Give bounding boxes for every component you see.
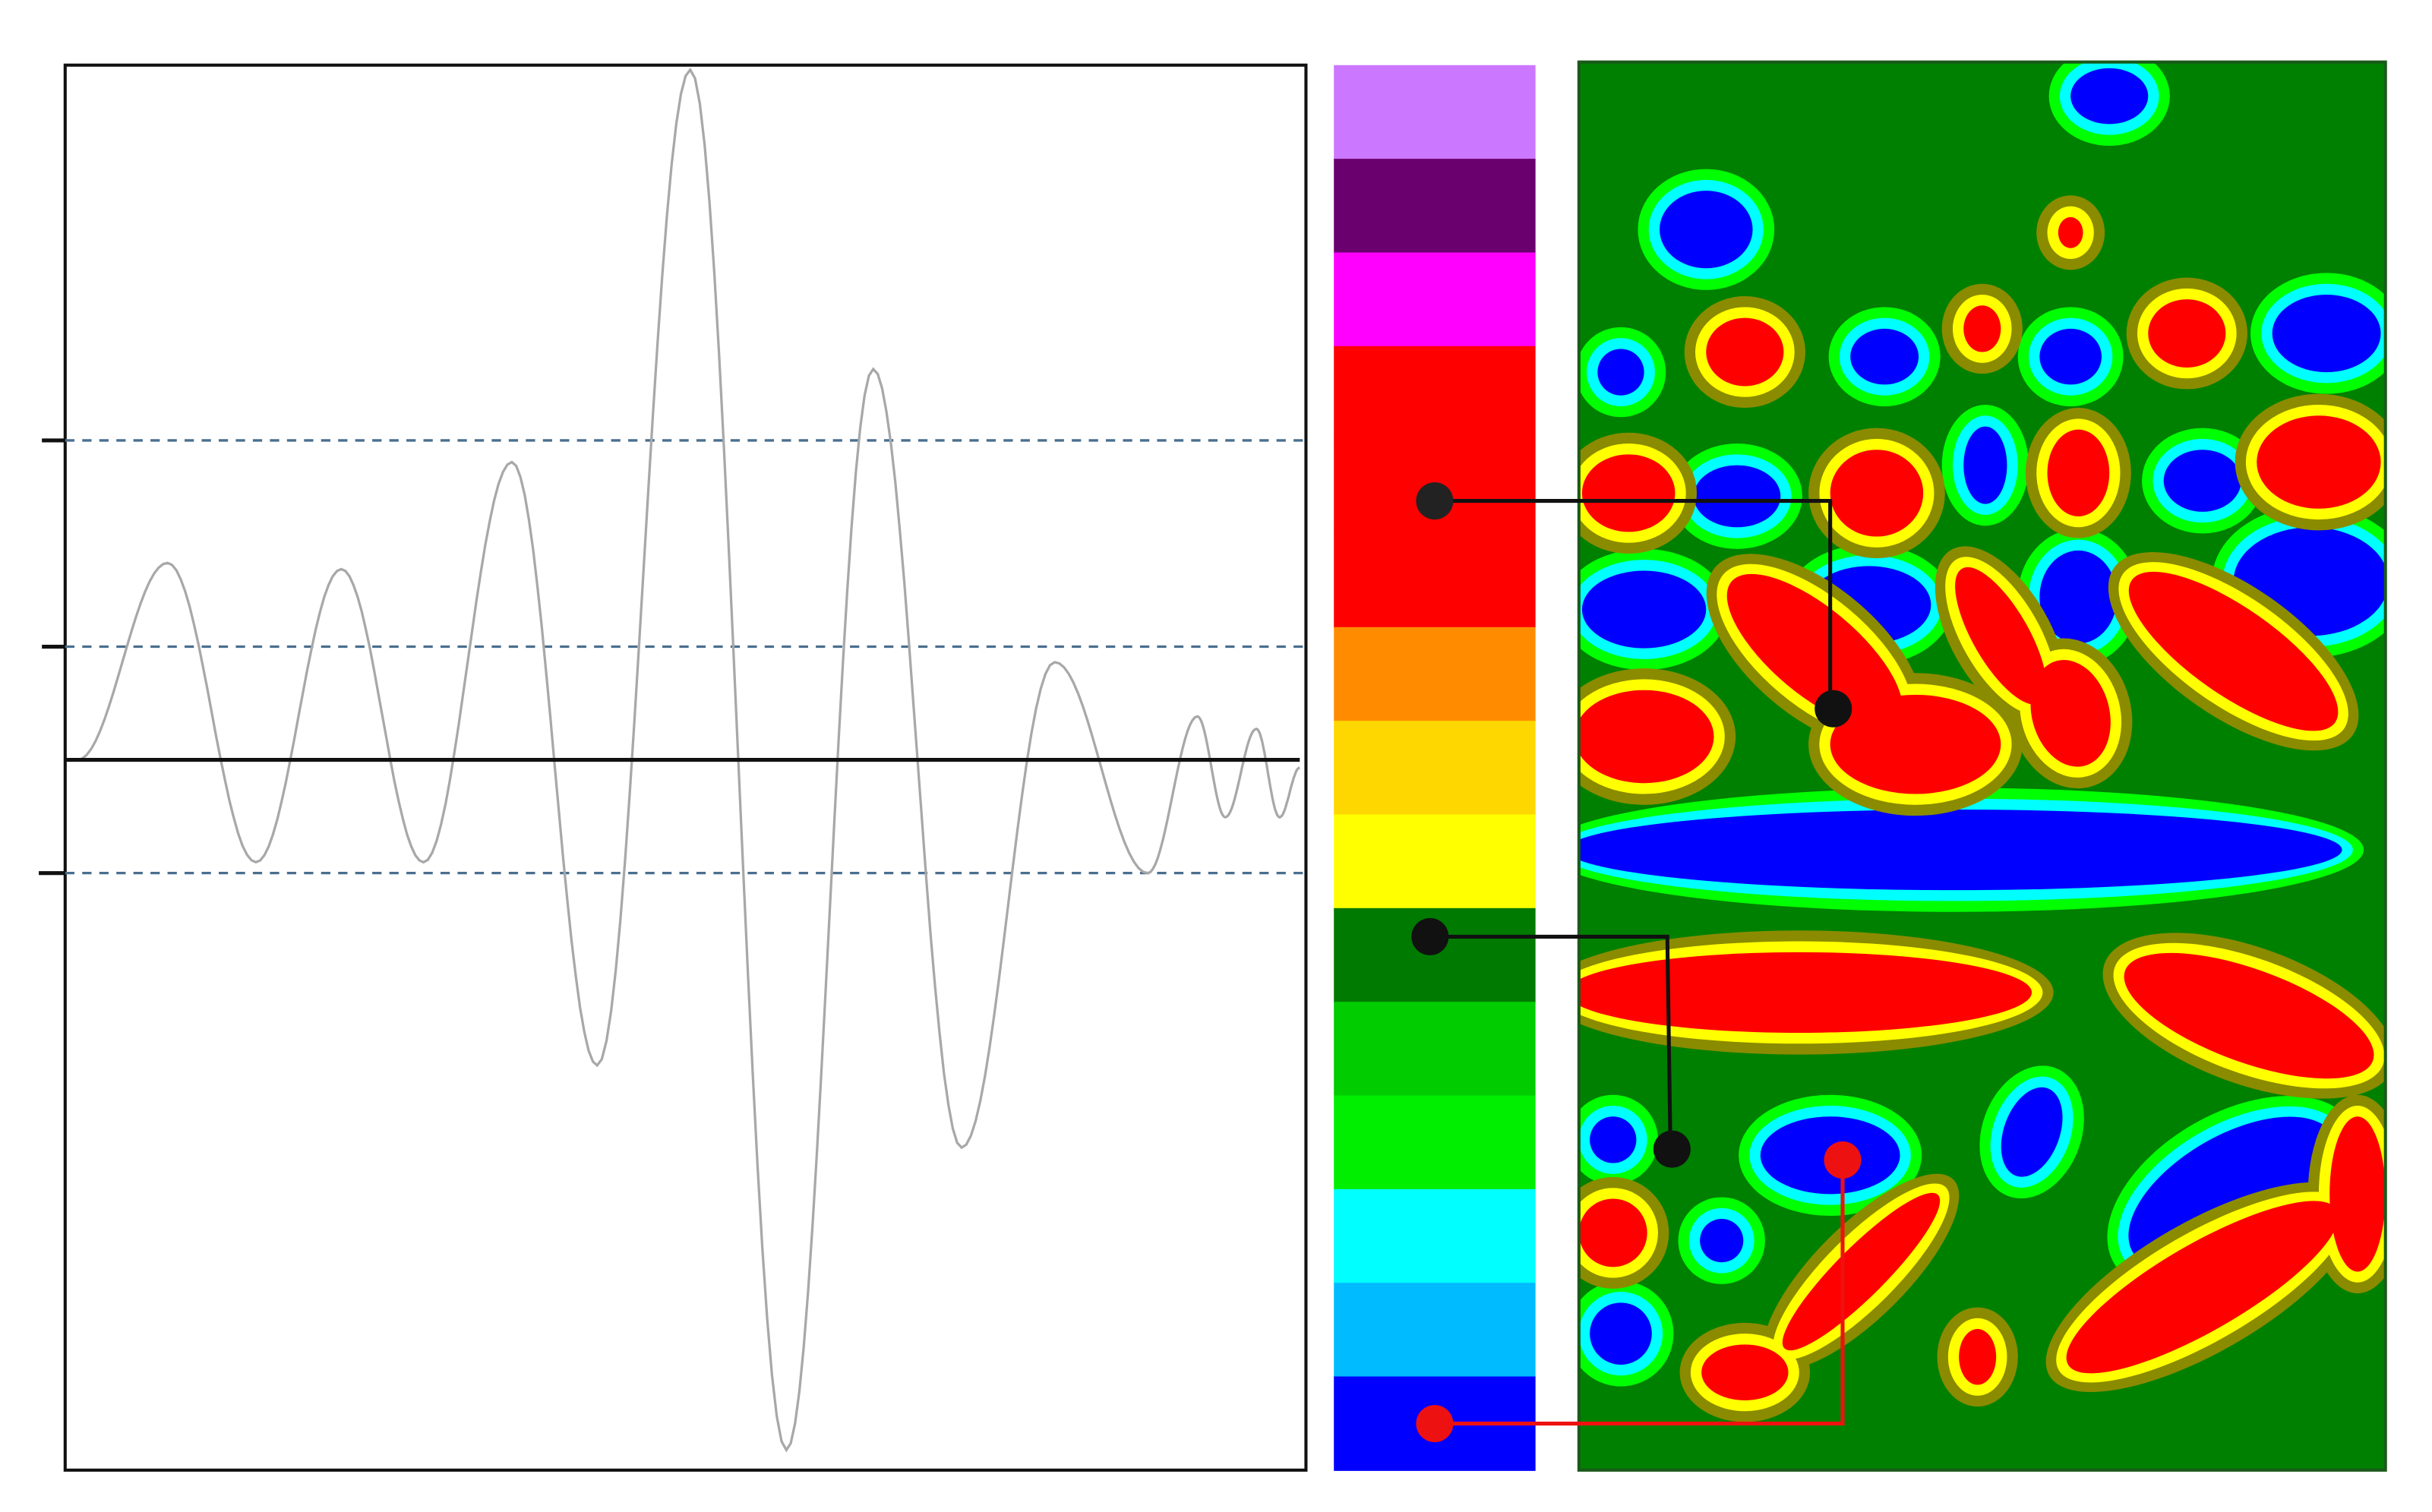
panel-frame bbox=[63, 63, 1308, 1472]
anomaly bbox=[2058, 216, 2083, 248]
anomaly bbox=[2163, 450, 2241, 512]
colorbar-segment bbox=[1334, 533, 1536, 628]
connector-line bbox=[1434, 1160, 1845, 1426]
anomaly bbox=[2001, 1087, 2063, 1177]
anomaly bbox=[1830, 694, 2001, 794]
anomaly bbox=[2066, 1201, 2339, 1374]
colorbar-segment bbox=[1334, 159, 1536, 254]
colorbar-segment bbox=[1334, 1095, 1536, 1190]
anomaly bbox=[1850, 328, 1919, 385]
anomaly bbox=[1578, 690, 1714, 784]
colorbar-segment bbox=[1334, 252, 1536, 347]
colorbar-segment bbox=[1334, 627, 1536, 722]
anomaly bbox=[2329, 1116, 2386, 1272]
connector-line bbox=[1434, 499, 1833, 709]
anomaly bbox=[2047, 429, 2110, 517]
threshold-lines bbox=[65, 439, 1306, 875]
anomaly bbox=[1955, 567, 2047, 705]
colorbar bbox=[1334, 65, 1536, 1471]
anomaly bbox=[1578, 809, 2342, 891]
connector-dot bbox=[1824, 1141, 1862, 1179]
anomaly bbox=[2128, 571, 2339, 731]
wavelet bbox=[77, 67, 1300, 1453]
anomaly bbox=[2124, 952, 2374, 1079]
anomaly bbox=[1597, 349, 1644, 396]
anomaly bbox=[1726, 573, 1903, 729]
anomaly bbox=[1963, 305, 2001, 352]
colorbar-segment bbox=[1334, 1283, 1536, 1378]
anomaly bbox=[1830, 450, 1924, 537]
anomaly bbox=[1700, 1219, 1744, 1263]
anomaly bbox=[1581, 454, 1676, 532]
anomaly bbox=[2148, 299, 2226, 368]
colorbar-segment bbox=[1334, 1188, 1536, 1284]
anomaly bbox=[2070, 68, 2149, 125]
anomaly bbox=[1581, 570, 1707, 649]
section-panel bbox=[1577, 60, 2387, 1472]
anomaly bbox=[1959, 1329, 1997, 1385]
anomaly bbox=[1963, 426, 2007, 504]
anomaly bbox=[2257, 415, 2381, 509]
anomaly bbox=[2272, 294, 2381, 373]
connector-dot bbox=[1416, 482, 1454, 520]
connector-line bbox=[1429, 934, 1672, 1148]
section-frame bbox=[1577, 60, 2387, 1472]
colorbar-segment bbox=[1334, 721, 1536, 816]
colorbar-segment bbox=[1334, 1002, 1536, 1097]
connectors bbox=[1411, 482, 1862, 1443]
connector-dot bbox=[1416, 1405, 1454, 1443]
anomaly bbox=[2039, 550, 2118, 644]
section-anomalies bbox=[1578, 62, 2386, 1422]
colorbar-segment bbox=[1334, 65, 1536, 160]
anomaly bbox=[1693, 465, 1781, 528]
anomaly bbox=[2030, 660, 2111, 767]
tick-marks bbox=[39, 438, 65, 876]
anomaly bbox=[1590, 1116, 1637, 1163]
anomaly bbox=[1578, 1198, 1647, 1267]
anomaly bbox=[1578, 952, 2032, 1033]
anomaly bbox=[1590, 1302, 1652, 1365]
connector-dot bbox=[1815, 690, 1852, 728]
anomaly bbox=[1782, 1192, 1941, 1351]
anomaly bbox=[1660, 191, 1753, 269]
connector-dot bbox=[1411, 917, 1449, 955]
anomaly bbox=[1706, 317, 1784, 387]
anomaly bbox=[1701, 1344, 1789, 1400]
colorbar-segment bbox=[1334, 814, 1536, 909]
connector-dot bbox=[1653, 1130, 1691, 1168]
anomaly bbox=[2039, 328, 2102, 385]
wavelet-panel bbox=[39, 63, 1308, 1472]
colorbar-segment bbox=[1334, 346, 1536, 441]
